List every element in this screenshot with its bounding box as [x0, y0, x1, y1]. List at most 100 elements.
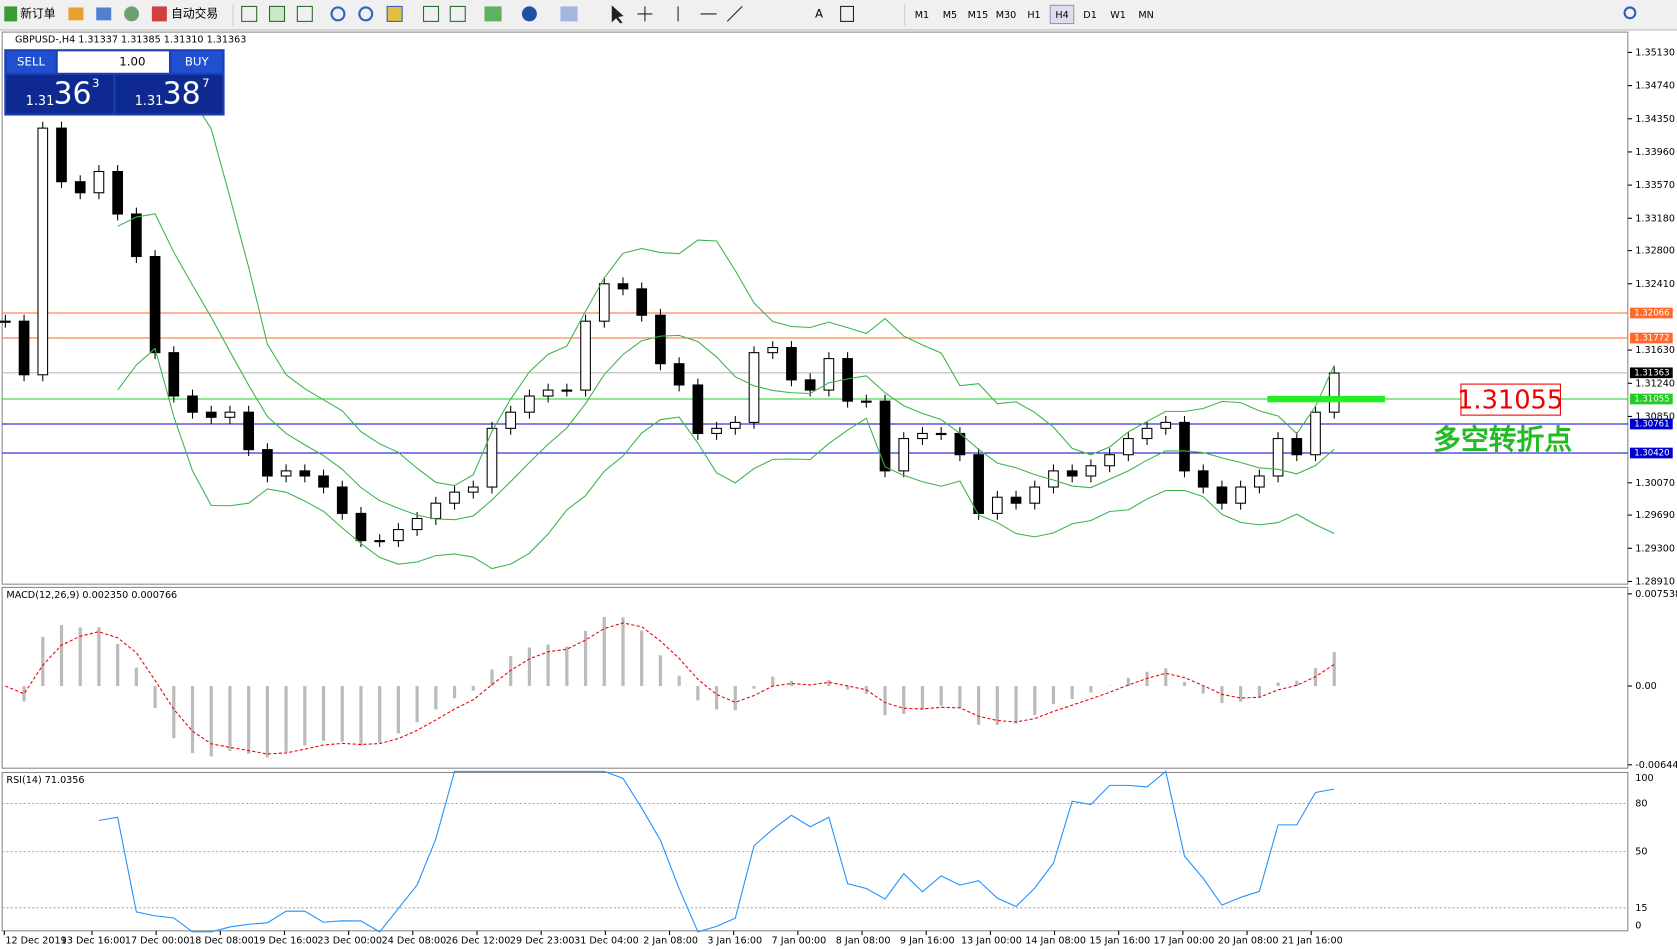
time-label: 31 Dec 04:00 [574, 935, 639, 946]
time-label: 2 Jan 08:00 [643, 935, 698, 946]
search-button[interactable] [1623, 6, 1637, 20]
timeframe-button[interactable]: M15 [968, 10, 989, 21]
sell-label[interactable]: SELL [17, 55, 45, 69]
zoom-in[interactable] [330, 6, 346, 22]
timeframe-button[interactable]: H4 [1055, 10, 1068, 21]
candle [823, 358, 835, 391]
price-tick-label: 1.32410 [1635, 279, 1675, 290]
tool-icon[interactable] [296, 5, 313, 22]
text-tool[interactable]: A [815, 6, 823, 20]
candle [860, 400, 872, 403]
rsi-tick-label: 0 [1635, 920, 1641, 931]
candle [1141, 427, 1153, 440]
candle [1291, 438, 1303, 456]
candle [748, 352, 760, 423]
level-tag [1629, 418, 1673, 430]
macd-tick-label: 0.007538 [1635, 589, 1677, 600]
candle [93, 170, 105, 194]
periods-icon[interactable] [521, 6, 537, 22]
price-tick-label: 1.33570 [1635, 180, 1675, 191]
sell-button[interactable] [6, 51, 56, 73]
indicators-icon[interactable] [484, 6, 502, 22]
candle [411, 517, 423, 531]
candle [355, 512, 367, 542]
new-order-button[interactable]: 新订单 [20, 6, 55, 20]
lots-input[interactable] [57, 51, 169, 73]
candle [636, 288, 648, 316]
bid-box[interactable] [6, 74, 114, 114]
timeframe-button[interactable]: M30 [996, 10, 1017, 21]
candle [655, 314, 666, 365]
level-label: 1.31772 [1634, 334, 1669, 344]
time-label: 17 Jan 00:00 [1154, 935, 1215, 946]
ask-box[interactable] [115, 74, 223, 114]
buy-label[interactable]: BUY [185, 55, 210, 69]
timeframe-button[interactable]: W1 [1110, 10, 1126, 21]
timeframe-button[interactable]: D1 [1083, 10, 1097, 21]
timeframe-button[interactable]: MN [1138, 10, 1153, 21]
line-tools[interactable] [677, 6, 743, 22]
tool-icon[interactable] [386, 5, 403, 22]
timeframe-button[interactable]: M5 [943, 10, 957, 21]
lots-value[interactable]: 1.00 [119, 55, 145, 69]
tool-icon[interactable] [241, 5, 258, 22]
tool-icon[interactable] [124, 6, 140, 22]
trade-panel: SELL 1.00 BUY 1.31 36 3 1.31 38 7 [4, 49, 225, 116]
crosshair-tool[interactable] [637, 6, 653, 22]
tool-icon[interactable] [422, 5, 440, 22]
time-label: 13 Dec 16:00 [61, 935, 126, 946]
timeframe-button[interactable]: M1 [915, 10, 929, 21]
bollinger-band [117, 213, 1335, 521]
tool-icon[interactable] [268, 5, 286, 22]
candle [505, 411, 517, 429]
time-label: 14 Jan 08:00 [1025, 935, 1086, 946]
price-tick-label: 1.30070 [1635, 478, 1675, 489]
timeframe-button[interactable]: H1 [1027, 10, 1040, 21]
candle [1179, 421, 1190, 472]
candle [374, 540, 386, 543]
candle [617, 283, 629, 290]
candle [1197, 470, 1209, 488]
level-tag [1629, 332, 1673, 344]
label-tool[interactable] [840, 5, 855, 22]
rsi-line [98, 770, 1335, 933]
candle [973, 454, 984, 514]
candle [467, 486, 479, 493]
auto-trading-icon[interactable] [151, 6, 167, 22]
candle [1085, 465, 1097, 477]
price-tick-label: 1.31630 [1635, 345, 1675, 356]
candle [56, 127, 67, 183]
cursor-tool[interactable] [611, 5, 624, 24]
candle [393, 529, 404, 542]
candle [991, 496, 1003, 514]
macd-signal [5, 622, 1335, 755]
time-label: 26 Dec 12:00 [446, 935, 511, 946]
time-label: 24 Dec 08:00 [382, 935, 447, 946]
candle [1272, 438, 1284, 477]
tool-icon[interactable] [449, 5, 466, 22]
rsi-tick-label: 15 [1635, 903, 1647, 914]
templates-icon[interactable] [560, 6, 578, 22]
candle [1029, 486, 1041, 504]
candle [486, 427, 498, 488]
buy-button[interactable] [171, 51, 223, 73]
candle [767, 347, 779, 354]
candle [1235, 486, 1246, 504]
tool-icon[interactable] [68, 7, 84, 21]
time-label: 7 Jan 00:00 [772, 935, 827, 946]
candle [299, 470, 311, 477]
zoom-out[interactable] [358, 6, 374, 22]
ask-sup: 7 [202, 76, 209, 90]
tool-icon[interactable] [96, 7, 112, 21]
time-label: 3 Jan 16:00 [707, 935, 762, 946]
annotation-text: 多空转折点 [1433, 423, 1572, 456]
time-label: 8 Jan 08:00 [836, 935, 891, 946]
price-tick-label: 1.35130 [1635, 47, 1675, 58]
candle [1104, 454, 1115, 467]
time-label: 12 Dec 2019 [5, 935, 66, 946]
candle [37, 127, 49, 376]
new-order-icon[interactable] [4, 6, 18, 22]
auto-trading-button[interactable]: 自动交易 [171, 6, 218, 20]
